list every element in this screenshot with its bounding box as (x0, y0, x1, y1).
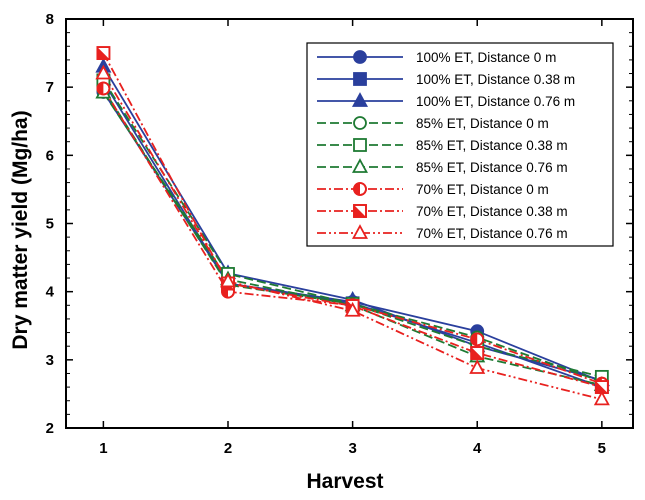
series-line (102, 52, 603, 388)
legend-marker (353, 116, 367, 130)
x-tick-label: 5 (598, 440, 606, 457)
legend-item: 70% ET, Distance 0.76 m (317, 224, 568, 241)
legend-marker (353, 204, 367, 218)
plot-frame (65, 18, 634, 429)
data-point (344, 301, 361, 317)
legend-item: 70% ET, Distance 0.38 m (317, 204, 568, 219)
data-point (219, 272, 237, 288)
legend-marker (351, 224, 369, 239)
data-point (95, 64, 112, 80)
y-tick-label: 7 (46, 79, 54, 96)
data-series (95, 46, 610, 406)
legend-label: 70% ET, Distance 0.76 m (416, 226, 568, 241)
data-point (96, 46, 111, 60)
legend-label: 85% ET, Distance 0.76 m (416, 160, 568, 175)
legend-marker (351, 92, 369, 107)
y-tick-label: 8 (46, 11, 54, 28)
data-point (96, 81, 111, 96)
legend-item: 85% ET, Distance 0.76 m (317, 158, 568, 175)
x-tick-label: 2 (224, 440, 232, 457)
legend-label: 100% ET, Distance 0.76 m (416, 94, 575, 109)
legend-label: 85% ET, Distance 0 m (416, 116, 549, 131)
x-tick-label: 1 (99, 440, 107, 457)
legend-item: 100% ET, Distance 0.76 m (317, 92, 575, 109)
data-point (470, 346, 485, 360)
data-point (593, 390, 610, 406)
y-tick-label: 2 (46, 420, 54, 437)
legend-item: 85% ET, Distance 0 m (317, 116, 549, 131)
axis-ticks: 2 3 4 5 6 7 8 1 2 3 4 5 (46, 11, 633, 457)
y-tick-label: 6 (46, 147, 54, 164)
x-axis-title: Harvest (306, 470, 383, 493)
legend-item: 70% ET, Distance 0 m (317, 182, 549, 197)
legend-item: 85% ET, Distance 0.38 m (317, 138, 568, 153)
legend-marker (353, 50, 367, 64)
legend-item: 100% ET, Distance 0.38 m (317, 72, 575, 87)
legend-label: 100% ET, Distance 0 m (416, 50, 556, 65)
legend: 100% ET, Distance 0 m 100% ET, Distance 0… (306, 42, 614, 247)
legend-label: 85% ET, Distance 0.38 m (416, 138, 568, 153)
x-tick-label: 3 (348, 440, 356, 457)
data-point (470, 332, 485, 347)
legend-marker (353, 138, 367, 152)
legend-item: 100% ET, Distance 0 m (317, 50, 556, 65)
legend-label: 70% ET, Distance 0.38 m (416, 204, 568, 219)
legend-marker (353, 72, 367, 86)
y-tick-label: 4 (46, 284, 55, 301)
legend-label: 100% ET, Distance 0.38 m (416, 72, 575, 87)
y-axis-title: Dry matter yield (Mg/ha) (9, 110, 32, 349)
y-tick-label: 5 (46, 216, 54, 233)
legend-marker (353, 182, 367, 196)
legend-marker (351, 158, 369, 173)
y-tick-label: 3 (46, 352, 54, 369)
data-point (469, 359, 486, 374)
legend-label: 70% ET, Distance 0 m (416, 182, 549, 197)
x-tick-label: 4 (473, 440, 482, 457)
